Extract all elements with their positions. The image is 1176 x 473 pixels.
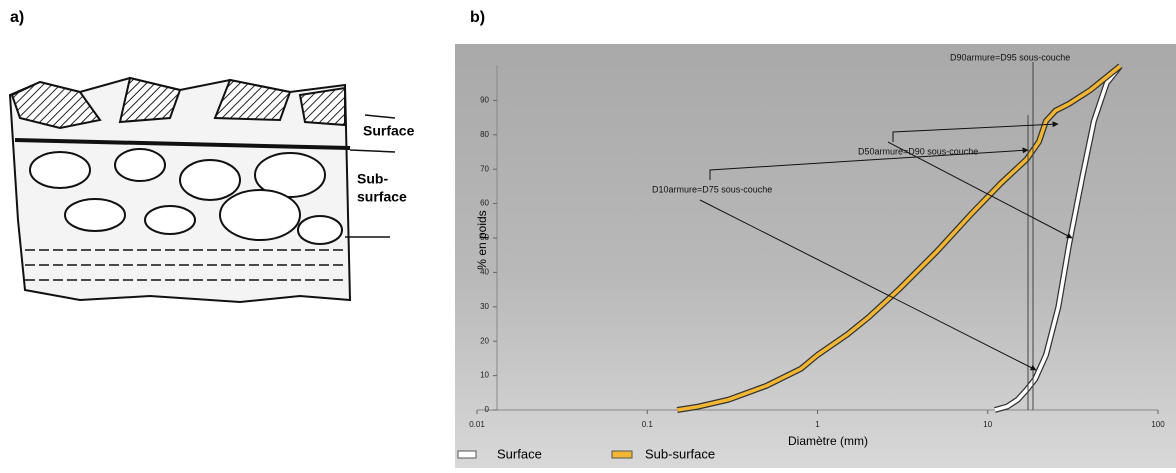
legend-label: Sub-surface	[645, 446, 715, 461]
annotation: D90armure=D95 sous-couche	[950, 52, 1070, 62]
x-tick-label: 0.01	[469, 420, 485, 429]
y-tick-label: 60	[480, 199, 489, 208]
panel-label: b)	[470, 9, 485, 26]
y-tick-label: 80	[480, 130, 489, 139]
series-line	[994, 64, 1122, 412]
y-tick-label: 70	[480, 164, 489, 173]
surface-label: Surface	[363, 123, 415, 139]
panel-label: a)	[10, 9, 24, 26]
subsurface-label: Sub-	[357, 171, 388, 187]
plot: 0 10 20 30 40 50 60 70 80 90 0.01 0.1 1 10 100	[469, 63, 1165, 429]
x-tick-label: 100	[1151, 420, 1165, 429]
x-tick-label: 1	[815, 420, 820, 429]
y-tick-label: 50	[480, 233, 489, 242]
series-line	[676, 64, 1122, 412]
y-tick-label: 90	[480, 96, 489, 105]
legend-label: Surface	[497, 446, 542, 461]
x-axis-label: Diamètre (mm)	[788, 434, 868, 448]
y-tick-label: 10	[480, 371, 489, 380]
y-tick-label: 40	[480, 268, 489, 277]
y-tick-label: 20	[480, 336, 489, 345]
x-tick-label: 0.1	[642, 420, 654, 429]
annotation: D50armure=D90 sous-couche	[858, 146, 978, 156]
y-tick-label: 0	[485, 405, 490, 414]
x-tick-label: 10	[983, 420, 992, 429]
subsurface-label: surface	[357, 189, 407, 205]
annotation: D10armure=D75 sous-couche	[652, 184, 772, 194]
y-tick-label: 30	[480, 302, 489, 311]
legend-swatch	[611, 450, 633, 459]
y-axis-label: % en poids	[475, 210, 489, 269]
legend-swatch	[457, 450, 477, 459]
annotation-arrows	[699, 121, 1073, 371]
sediment-sketch	[8, 76, 396, 304]
